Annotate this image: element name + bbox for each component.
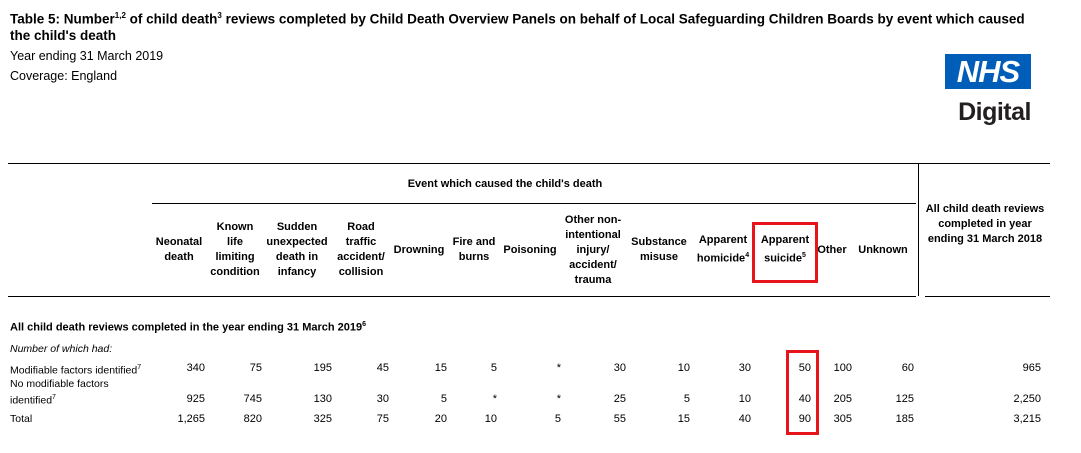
table-cell: 305 xyxy=(833,413,852,425)
table-cell: 925 xyxy=(186,393,205,405)
table-cell: 5 xyxy=(490,362,497,374)
table-cell: 185 xyxy=(895,413,914,425)
table-cell: 100 xyxy=(833,362,852,374)
table-cell: 30 xyxy=(613,362,626,374)
table-cell: 5 xyxy=(554,413,561,425)
table-cell: * xyxy=(556,362,561,374)
column-header: Known life limiting condition xyxy=(208,206,262,294)
total-cell: 2,250 xyxy=(1013,393,1041,405)
column-divider xyxy=(918,163,919,296)
column-header: Unknown xyxy=(850,206,916,294)
table-cell: 195 xyxy=(313,362,332,374)
section-title: All child death reviews completed in the… xyxy=(10,321,367,334)
column-header-text: Unknown xyxy=(858,243,908,256)
column-header-text: Road traffic accident/ collision xyxy=(337,221,385,278)
column-header: Poisoning xyxy=(500,206,560,294)
table-top-rule xyxy=(8,163,1050,164)
column-header: Fire and burns xyxy=(448,206,500,294)
column-header-text: Substance misuse xyxy=(631,236,687,263)
column-header-text: Known life limiting condition xyxy=(210,221,260,278)
nhs-logo-text: NHS xyxy=(956,54,1020,89)
table-cell: 745 xyxy=(243,393,262,405)
total-cell: 965 xyxy=(1022,362,1041,374)
table-cell: 30 xyxy=(376,393,389,405)
table-cell: 20 xyxy=(434,413,447,425)
table-cell: 40 xyxy=(798,393,811,405)
table-cell: 50 xyxy=(798,362,811,374)
table-cell: 45 xyxy=(376,362,389,374)
table-cell: 5 xyxy=(683,393,690,405)
period-label: Year ending 31 March 2019 xyxy=(10,49,164,63)
column-header: Drowning xyxy=(390,206,448,294)
table-cell: 1,265 xyxy=(177,413,205,425)
table-cell: 90 xyxy=(798,413,811,425)
event-group-header: Event which caused the child's death xyxy=(407,178,603,190)
table-cell: 60 xyxy=(901,362,914,374)
column-header: Other xyxy=(814,206,850,294)
table-cell: 205 xyxy=(833,393,852,405)
table-cell: 5 xyxy=(440,393,447,405)
nhs-logo-box xyxy=(945,54,1031,89)
digital-logo-text: Digital xyxy=(958,98,1031,126)
highlight-box-header xyxy=(752,222,818,283)
header-bottom-rule-right xyxy=(925,296,1050,297)
column-header-text: Apparent suicide5 xyxy=(760,234,810,265)
column-header: Substance misuse xyxy=(626,206,692,294)
table-cell: 40 xyxy=(738,413,751,425)
header-bottom-rule xyxy=(8,296,916,297)
column-header-text: Neonatal death xyxy=(155,236,203,263)
table-cell: 125 xyxy=(895,393,914,405)
table-cell: 55 xyxy=(613,413,626,425)
table-cell: 10 xyxy=(484,413,497,425)
table-cell: 10 xyxy=(738,393,751,405)
table-cell: 30 xyxy=(738,362,751,374)
column-header: Apparent suicide5 xyxy=(755,206,815,294)
number-of-which-label: Number of which had: xyxy=(10,343,113,355)
table-cell: * xyxy=(492,393,497,405)
nhs-digital-logo: NHS Digital xyxy=(945,54,1035,130)
column-header: Neonatal death xyxy=(150,206,208,294)
total-cell: 3,215 xyxy=(1013,413,1041,425)
column-header-text: Fire and burns xyxy=(452,236,496,263)
column-header-text: Other xyxy=(817,243,847,256)
group-header-rule xyxy=(152,203,916,204)
total-column-header: All child death reviews completed in yea… xyxy=(925,203,1045,245)
row-label: Total xyxy=(10,413,33,425)
column-header-text: Apparent homicide4 xyxy=(696,234,750,265)
row-label: No modifiable factors identified7 xyxy=(10,378,109,407)
table-cell: 15 xyxy=(677,413,690,425)
column-header-text: Other non-intentional injury/ accident/ … xyxy=(564,213,622,286)
coverage-label: Coverage: England xyxy=(10,69,118,83)
column-header-text: Drowning xyxy=(393,243,445,256)
column-header: Sudden unexpected death in infancy xyxy=(262,206,332,294)
column-header: Apparent homicide4 xyxy=(692,206,754,294)
highlight-box-values xyxy=(786,350,819,435)
table-title: Table 5: Number1,2 of child death3 revie… xyxy=(10,11,1025,43)
table-cell: 130 xyxy=(313,393,332,405)
table-cell: 25 xyxy=(613,393,626,405)
table-cell: * xyxy=(556,393,561,405)
row-label: Modifiable factors identified7 xyxy=(10,364,142,377)
table-cell: 325 xyxy=(313,413,332,425)
column-header: Road traffic accident/ collision xyxy=(332,206,390,294)
table-cell: 820 xyxy=(243,413,262,425)
table-cell: 10 xyxy=(677,362,690,374)
table-cell: 15 xyxy=(434,362,447,374)
table-cell: 75 xyxy=(376,413,389,425)
table-cell: 75 xyxy=(249,362,262,374)
column-header-text: Sudden unexpected death in infancy xyxy=(266,221,328,278)
column-header-text: Poisoning xyxy=(503,243,557,256)
column-header: Other non-intentional injury/ accident/ … xyxy=(560,206,626,294)
table-cell: 340 xyxy=(186,362,205,374)
